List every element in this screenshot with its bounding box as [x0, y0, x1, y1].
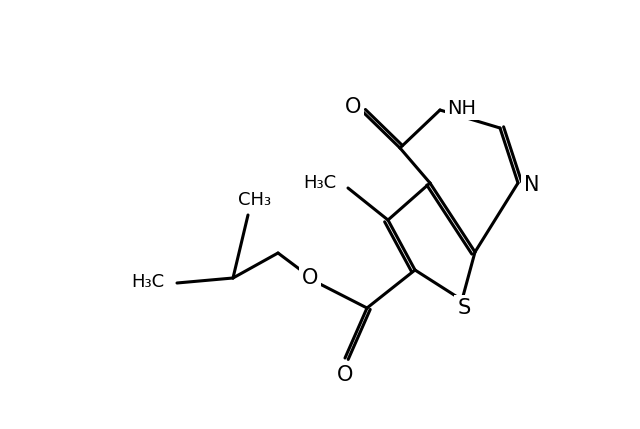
Text: CH₃: CH₃ — [239, 191, 271, 209]
Text: O: O — [302, 268, 318, 288]
Text: O: O — [337, 365, 353, 385]
Text: N: N — [524, 175, 540, 195]
Text: S: S — [458, 298, 470, 318]
Text: H₃C: H₃C — [303, 174, 337, 192]
Text: NH: NH — [447, 99, 477, 118]
Text: H₃C: H₃C — [131, 273, 164, 291]
Text: O: O — [345, 97, 361, 117]
